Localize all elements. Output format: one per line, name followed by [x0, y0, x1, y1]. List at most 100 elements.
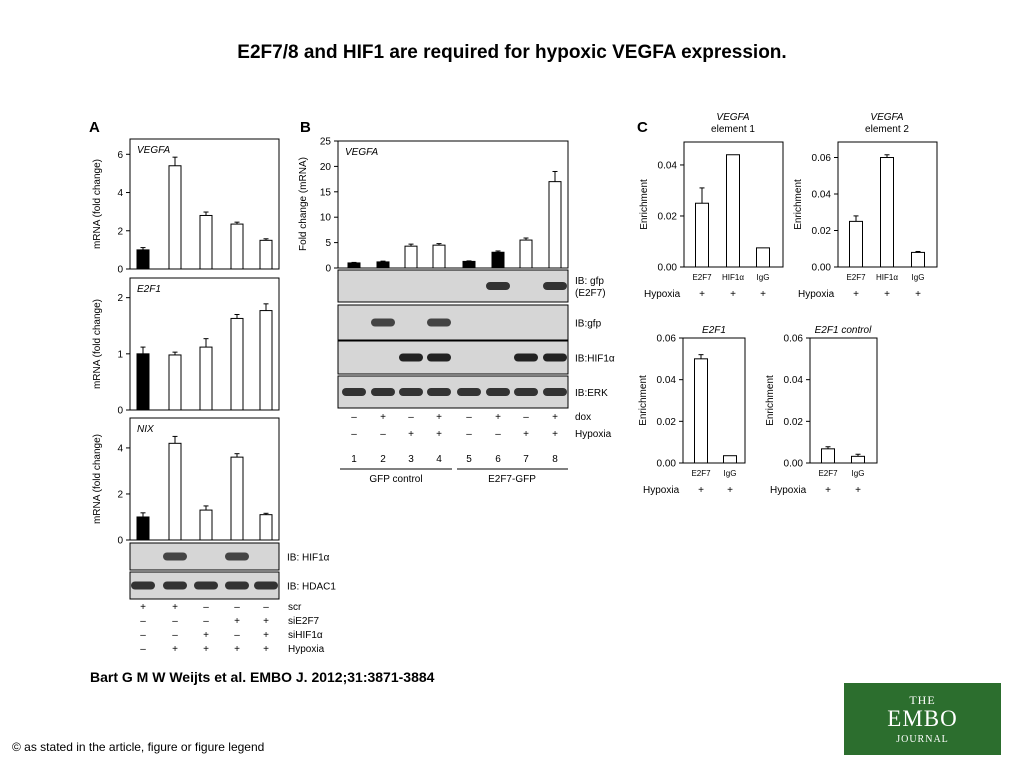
blot-band [254, 581, 278, 590]
chart-subtitle: element 2 [865, 124, 909, 135]
condition-mark: – [140, 630, 146, 641]
condition-mark: – [263, 602, 269, 613]
plot-frame [809, 337, 878, 464]
blot-band [342, 388, 366, 396]
condition-label: scr [288, 602, 302, 613]
condition-mark: + [263, 644, 269, 655]
lane-number: 6 [495, 454, 501, 465]
blot-band [543, 282, 567, 290]
condition-mark: + [172, 602, 178, 613]
bar [199, 346, 213, 411]
lane-number: 8 [552, 454, 558, 465]
bar [404, 245, 418, 269]
blot-band [486, 282, 510, 290]
chart-subtitle: element 1 [711, 124, 755, 135]
y-axis-label: mRNA (fold change) [92, 434, 103, 524]
y-tick-label: 4 [117, 188, 123, 199]
blot-band [427, 388, 451, 396]
condition-mark: – [140, 644, 146, 655]
copyright-notice: © as stated in the article, figure or fi… [12, 740, 265, 754]
lane-number: 2 [380, 454, 386, 465]
y-tick-label: 0.02 [657, 417, 677, 428]
y-tick-label: 0.00 [658, 263, 678, 274]
x-tick-label: HIF1α [722, 273, 744, 282]
blot-band [514, 388, 538, 396]
chart-title: NIX [137, 424, 154, 435]
y-tick-label: 0.04 [784, 375, 804, 386]
x-tick-label: IgG [912, 273, 925, 282]
bar [756, 247, 770, 268]
bar [259, 310, 273, 411]
x-tick-label: E2F7 [692, 273, 712, 282]
condition-mark: + [698, 485, 704, 496]
blot-band [225, 552, 249, 561]
bar [168, 354, 182, 411]
blot-band [427, 353, 451, 362]
condition-mark: + [203, 630, 209, 641]
x-tick-label: IgG [724, 469, 737, 478]
bar [376, 261, 390, 269]
bar [694, 358, 708, 464]
condition-mark: + [380, 412, 386, 423]
chart-title: E2F1 [702, 325, 726, 336]
y-tick-label: 0.00 [657, 459, 677, 470]
blot-band [371, 318, 395, 327]
bar [259, 239, 273, 270]
condition-mark: + [140, 602, 146, 613]
condition-label: Hypoxia [644, 289, 681, 300]
condition-label: Hypoxia [575, 429, 612, 440]
y-tick-label: 0.02 [812, 226, 832, 237]
y-tick-label: 0.00 [784, 459, 804, 470]
bar [136, 249, 150, 270]
y-tick-label: 2 [117, 293, 123, 304]
condition-mark: + [915, 289, 921, 300]
bar [548, 181, 562, 269]
bar [136, 353, 150, 411]
condition-mark: + [172, 644, 178, 655]
panel-label-b: B [300, 119, 311, 136]
condition-mark: + [855, 485, 861, 496]
blot-band [543, 388, 567, 396]
group-label: E2F7-GFP [488, 474, 536, 485]
condition-mark: – [203, 602, 209, 613]
y-axis-label: Fold change (mRNA) [298, 157, 309, 251]
y-tick-label: 0.00 [812, 263, 832, 274]
condition-label: Hypoxia [770, 485, 807, 496]
blot-label: IB:gfp [575, 319, 602, 330]
y-tick-label: 0.04 [658, 160, 678, 171]
blot-band [399, 388, 423, 396]
condition-mark: – [172, 616, 178, 627]
blot-band [194, 581, 218, 590]
y-tick-label: 20 [320, 162, 332, 173]
condition-mark: + [263, 630, 269, 641]
condition-mark: – [466, 429, 472, 440]
condition-mark: + [263, 616, 269, 627]
y-tick-label: 10 [320, 213, 332, 224]
condition-mark: + [760, 289, 766, 300]
blot-band [457, 388, 481, 396]
bar [136, 516, 150, 541]
chart-title: VEGFA [716, 112, 749, 123]
bar [168, 442, 182, 541]
condition-mark: – [234, 602, 240, 613]
y-axis-label: mRNA (fold change) [92, 299, 103, 389]
group-label: GFP control [369, 474, 422, 485]
y-tick-label: 1 [117, 349, 123, 360]
condition-mark: + [552, 412, 558, 423]
condition-mark: + [408, 429, 414, 440]
condition-mark: + [436, 412, 442, 423]
blot-band [427, 318, 451, 327]
y-tick-label: 6 [117, 150, 123, 161]
y-tick-label: 2 [117, 226, 123, 237]
bar [230, 223, 244, 270]
bar [849, 220, 863, 268]
panel-label-a: A [89, 119, 100, 136]
x-tick-label: E2F7 [691, 469, 711, 478]
lane-number: 4 [436, 454, 442, 465]
y-tick-label: 0 [117, 406, 123, 417]
y-axis-label: mRNA (fold change) [92, 159, 103, 249]
condition-mark: + [884, 289, 890, 300]
x-tick-label: E2F7 [818, 469, 838, 478]
bar [880, 157, 894, 268]
